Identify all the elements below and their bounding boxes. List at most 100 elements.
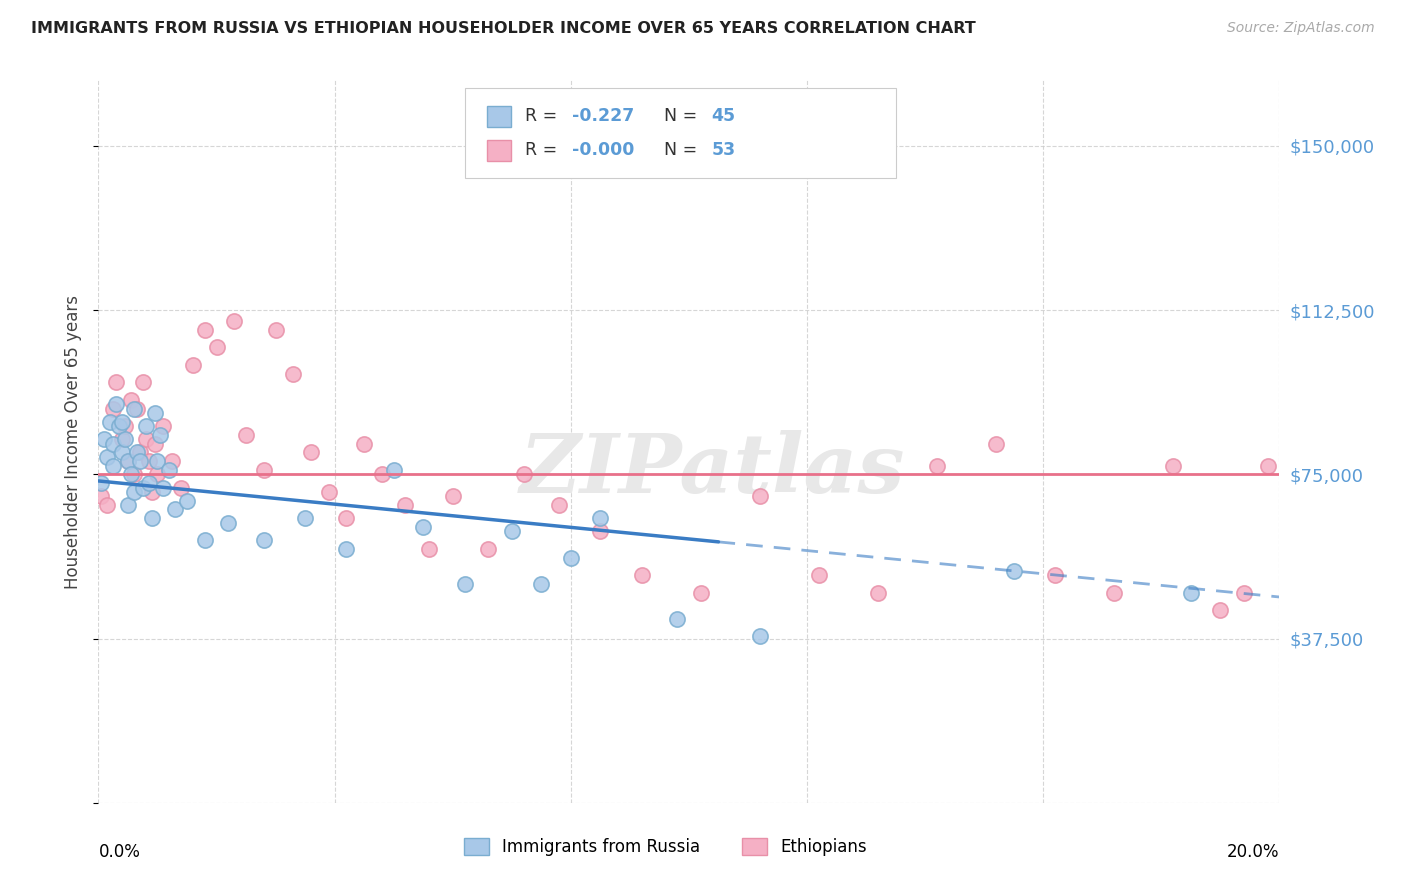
Point xyxy=(146,454,169,468)
Point xyxy=(1102,585,1125,599)
Point xyxy=(1002,564,1025,578)
Point xyxy=(1209,603,1232,617)
Point xyxy=(170,481,193,495)
Text: 20.0%: 20.0% xyxy=(1227,843,1279,861)
Text: 45: 45 xyxy=(711,107,735,126)
Text: -0.227: -0.227 xyxy=(572,107,634,126)
Point xyxy=(1043,568,1066,582)
Point xyxy=(1161,458,1184,473)
Point xyxy=(318,484,340,499)
Point xyxy=(120,392,142,407)
Point xyxy=(114,419,136,434)
Point xyxy=(224,314,246,328)
Point xyxy=(382,463,405,477)
Point xyxy=(294,511,316,525)
Point xyxy=(689,585,711,599)
Point xyxy=(1233,585,1256,599)
Point xyxy=(194,533,217,547)
Point xyxy=(146,467,169,482)
Point xyxy=(984,436,1007,450)
Point xyxy=(114,433,136,447)
Point xyxy=(90,489,112,503)
Point xyxy=(1257,458,1279,473)
Point xyxy=(353,436,375,450)
Point xyxy=(866,585,889,599)
Point xyxy=(117,454,139,468)
FancyBboxPatch shape xyxy=(464,87,896,178)
Point xyxy=(1180,585,1202,599)
Point xyxy=(96,450,118,464)
Point xyxy=(117,498,139,512)
Point xyxy=(103,436,125,450)
Text: 53: 53 xyxy=(711,141,735,160)
Text: R =: R = xyxy=(524,141,562,160)
Point xyxy=(141,484,163,499)
Point xyxy=(152,481,174,495)
Point xyxy=(165,502,187,516)
Point xyxy=(512,467,534,482)
Point xyxy=(176,493,198,508)
Point xyxy=(335,511,357,525)
Text: IMMIGRANTS FROM RUSSIA VS ETHIOPIAN HOUSEHOLDER INCOME OVER 65 YEARS CORRELATION: IMMIGRANTS FROM RUSSIA VS ETHIOPIAN HOUS… xyxy=(31,21,976,36)
Legend: Immigrants from Russia, Ethiopians: Immigrants from Russia, Ethiopians xyxy=(457,831,873,863)
Point xyxy=(105,397,128,411)
Point xyxy=(108,419,131,434)
Point xyxy=(162,454,183,468)
Y-axis label: Householder Income Over 65 years: Householder Income Over 65 years xyxy=(65,294,83,589)
Point xyxy=(120,467,142,482)
Point xyxy=(96,498,118,512)
Point xyxy=(589,511,612,525)
Point xyxy=(630,568,652,582)
Point xyxy=(560,550,582,565)
Text: ZIPatlas: ZIPatlas xyxy=(520,431,905,510)
Point xyxy=(748,489,770,503)
Point xyxy=(194,323,217,337)
Point xyxy=(111,445,134,459)
Point xyxy=(181,358,204,372)
Point xyxy=(666,612,689,626)
Point xyxy=(117,454,139,468)
Point xyxy=(138,454,160,468)
Point xyxy=(135,433,157,447)
Point xyxy=(412,520,434,534)
Bar xyxy=(486,105,510,128)
Point xyxy=(103,401,125,416)
Point xyxy=(105,376,128,390)
Point xyxy=(477,541,499,556)
Point xyxy=(132,481,155,495)
Point xyxy=(128,445,150,459)
Point xyxy=(125,401,148,416)
Point xyxy=(111,433,134,447)
Point xyxy=(122,467,145,482)
Point xyxy=(530,577,553,591)
Bar xyxy=(486,139,510,161)
Point xyxy=(157,463,180,477)
Point xyxy=(128,454,150,468)
Point xyxy=(253,533,276,547)
Text: 0.0%: 0.0% xyxy=(98,843,141,861)
Point xyxy=(132,376,155,390)
Text: -0.000: -0.000 xyxy=(572,141,634,160)
Point xyxy=(138,476,160,491)
Point xyxy=(264,323,287,337)
Text: N =: N = xyxy=(664,107,703,126)
Text: R =: R = xyxy=(524,107,562,126)
Point xyxy=(283,367,305,381)
Point xyxy=(98,415,121,429)
Point xyxy=(143,436,166,450)
Point xyxy=(122,484,145,499)
Point xyxy=(589,524,612,539)
Point xyxy=(748,629,770,643)
Point xyxy=(143,406,166,420)
Point xyxy=(441,489,464,503)
Point xyxy=(90,476,112,491)
Point xyxy=(335,541,357,556)
Point xyxy=(205,340,228,354)
Point xyxy=(217,516,239,530)
Point xyxy=(141,511,163,525)
Point xyxy=(122,401,145,416)
Point xyxy=(235,428,257,442)
Point xyxy=(501,524,523,539)
Point xyxy=(149,428,172,442)
Point xyxy=(135,419,157,434)
